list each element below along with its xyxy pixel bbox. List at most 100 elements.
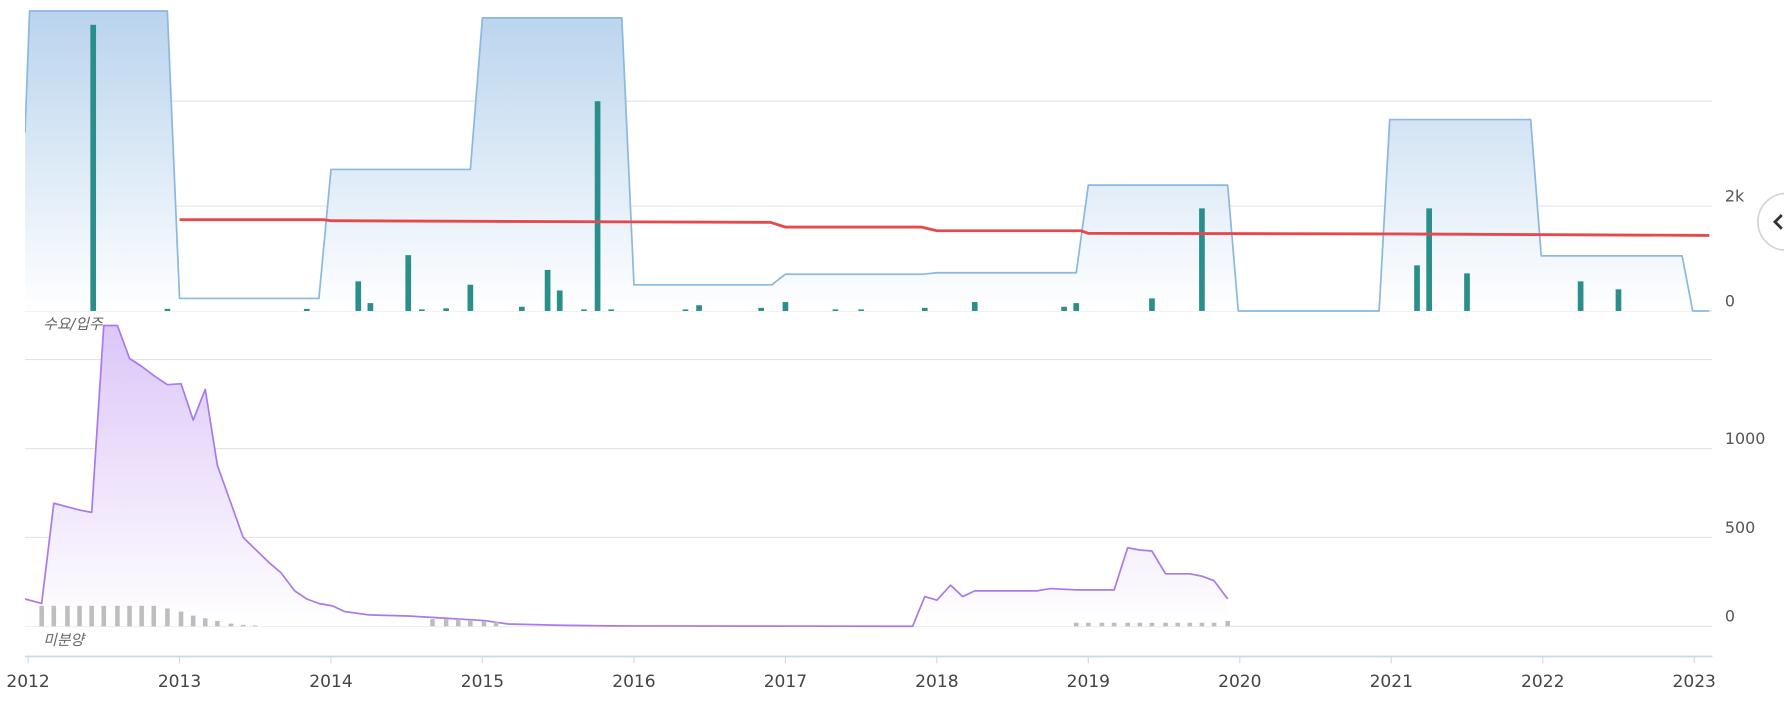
bar bbox=[493, 621, 499, 627]
x-tick-label: 2014 bbox=[309, 672, 352, 692]
panel-label: 미분양 bbox=[43, 632, 86, 649]
bar bbox=[1111, 622, 1117, 627]
x-tick-label: 2020 bbox=[1218, 672, 1261, 692]
bar bbox=[1099, 622, 1105, 627]
area-line bbox=[25, 10, 1710, 312]
bar bbox=[127, 605, 132, 627]
panel-label: 수요/입주 bbox=[43, 316, 104, 333]
bar bbox=[1577, 281, 1584, 311]
bar bbox=[101, 605, 107, 627]
bar bbox=[758, 307, 765, 311]
bar bbox=[556, 290, 563, 311]
x-tick-label: 2015 bbox=[461, 672, 504, 692]
nav-button[interactable] bbox=[1757, 192, 1784, 252]
bar bbox=[90, 24, 97, 311]
bar bbox=[303, 308, 310, 311]
plot-area: 0 2k 수요/입주 0 500 1000 미분양 2012 2013 2014 2015 2016 2… bbox=[6, 10, 1784, 692]
bar bbox=[1061, 306, 1067, 311]
bar bbox=[832, 309, 839, 311]
bar bbox=[165, 608, 170, 627]
bar bbox=[782, 302, 789, 311]
bar bbox=[228, 623, 234, 627]
y-tick-label: 500 bbox=[1725, 518, 1755, 537]
bar bbox=[139, 605, 144, 627]
bar bbox=[215, 620, 220, 627]
chart-0 bbox=[25, 10, 1710, 312]
area-line bbox=[25, 324, 1229, 628]
bar bbox=[1125, 622, 1130, 627]
bar bbox=[240, 624, 246, 627]
x-tick-label: 2012 bbox=[6, 672, 49, 692]
bar bbox=[443, 619, 449, 627]
bar bbox=[468, 620, 473, 627]
bar bbox=[1426, 208, 1432, 311]
bar bbox=[405, 255, 412, 311]
bar bbox=[203, 618, 208, 627]
bar bbox=[355, 281, 362, 311]
bar bbox=[51, 605, 57, 627]
chart-1 bbox=[25, 324, 1230, 628]
bar bbox=[178, 611, 184, 627]
bar bbox=[682, 309, 689, 311]
bar bbox=[467, 284, 474, 311]
bar bbox=[1199, 622, 1205, 627]
bar bbox=[1225, 620, 1230, 627]
x-tick-label: 2016 bbox=[612, 672, 655, 692]
area-fill bbox=[25, 11, 1710, 311]
y-tick-label: 2k bbox=[1725, 187, 1745, 206]
nav-circle bbox=[1757, 192, 1784, 252]
bar bbox=[544, 269, 551, 311]
x-tick-label: 2018 bbox=[915, 672, 958, 692]
bar bbox=[1073, 303, 1080, 311]
bar bbox=[77, 605, 82, 627]
y-tick-label: 0 bbox=[1725, 291, 1735, 310]
bar bbox=[419, 309, 425, 311]
x-tick-label: 2017 bbox=[764, 672, 807, 692]
bar bbox=[65, 605, 70, 627]
x-tick-label: 2021 bbox=[1370, 672, 1413, 692]
bar bbox=[1137, 622, 1143, 627]
bar bbox=[39, 605, 44, 627]
bar bbox=[151, 605, 157, 627]
x-tick-label: 2013 bbox=[158, 672, 201, 692]
y-tick-label: 0 bbox=[1725, 607, 1735, 626]
bar bbox=[581, 309, 587, 311]
bar bbox=[443, 308, 449, 311]
bar bbox=[1086, 622, 1091, 627]
bar bbox=[1615, 289, 1622, 311]
bar bbox=[971, 302, 978, 311]
x-tick-label: 2022 bbox=[1521, 672, 1564, 692]
bar bbox=[1187, 622, 1193, 627]
bar bbox=[608, 309, 615, 311]
bar bbox=[1199, 208, 1205, 311]
x-tick-label: 2023 bbox=[1673, 672, 1716, 692]
bar bbox=[481, 620, 487, 627]
bar bbox=[1149, 298, 1155, 311]
bar bbox=[858, 309, 864, 311]
bar bbox=[1175, 622, 1180, 627]
bar bbox=[190, 615, 196, 627]
bar bbox=[252, 625, 258, 627]
bar bbox=[430, 619, 435, 627]
y-tick-label: 1000 bbox=[1725, 429, 1765, 448]
bar bbox=[1073, 622, 1079, 627]
bar bbox=[1211, 622, 1217, 627]
area-fill bbox=[25, 325, 1228, 627]
bar bbox=[1464, 273, 1470, 311]
bar bbox=[115, 605, 120, 627]
bar bbox=[164, 308, 171, 311]
bar bbox=[696, 305, 702, 311]
bar bbox=[921, 307, 928, 311]
nav-arrow bbox=[1772, 214, 1783, 230]
bar bbox=[1149, 622, 1155, 627]
bar bbox=[89, 605, 94, 627]
bar bbox=[455, 619, 461, 627]
bar bbox=[594, 101, 601, 311]
bar bbox=[519, 306, 525, 311]
x-tick-label: 2019 bbox=[1067, 672, 1110, 692]
bar bbox=[1163, 622, 1168, 627]
bar bbox=[1414, 265, 1420, 311]
bar bbox=[367, 303, 374, 311]
line bbox=[179, 218, 1710, 237]
